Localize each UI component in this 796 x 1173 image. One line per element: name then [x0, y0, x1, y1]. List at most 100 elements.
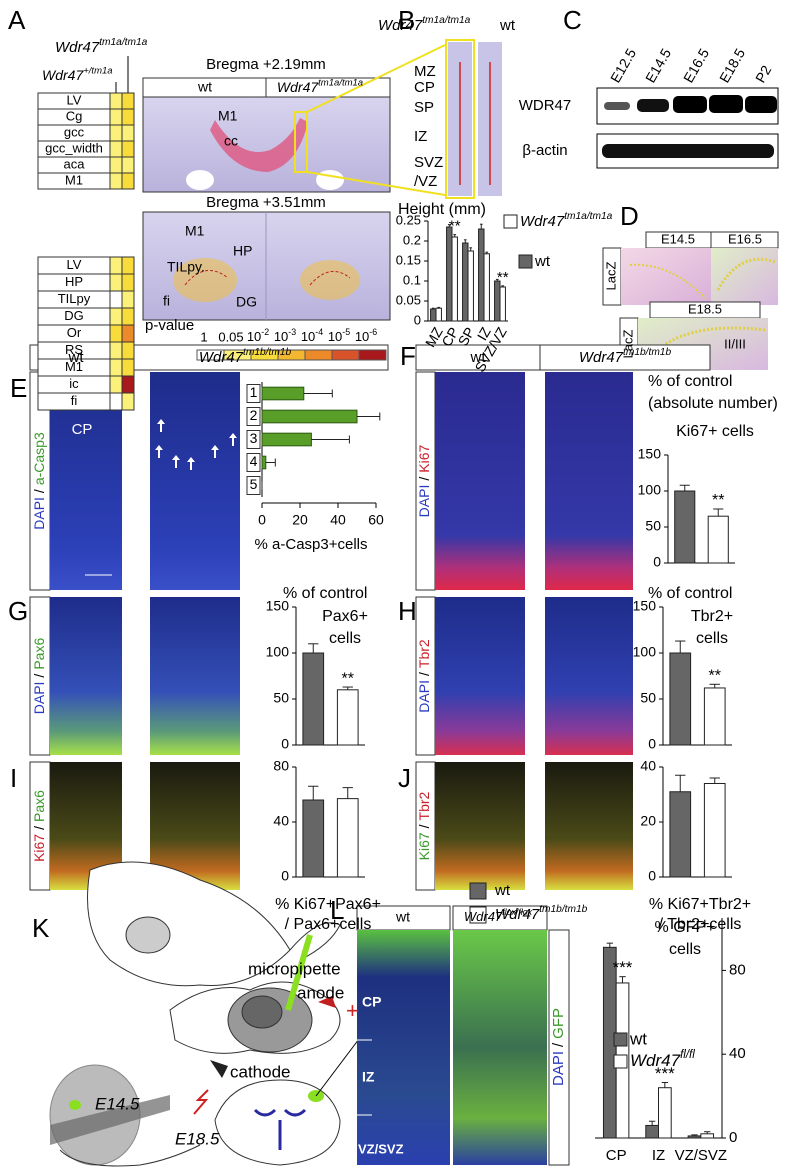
bar [302, 799, 325, 878]
y-tick-label: 40 [640, 758, 656, 774]
region-label: DG [236, 294, 257, 310]
panel-letter: G [8, 596, 28, 626]
y-tick-label: 80 [273, 758, 289, 774]
significance: *** [613, 958, 633, 977]
region-label: CP [362, 994, 381, 1010]
x-axis-label: / Tbr2+cells [659, 916, 742, 933]
panel-letter: A [8, 5, 26, 35]
heat-cell [109, 324, 123, 343]
pulse [193, 1089, 209, 1115]
y-tick-label: 0.2 [403, 232, 421, 247]
y-tick-label: 150 [638, 446, 662, 462]
heat-cell [109, 375, 123, 394]
genotype-label: Wdr47+/tm1a [42, 65, 113, 83]
lacz-panels [602, 231, 779, 371]
panel-letter: H [398, 596, 417, 626]
stain-label: DAPI / Tbr2 [416, 639, 432, 713]
x-axis-label: % a-Casp3+cells [255, 536, 368, 553]
heat-cell [109, 256, 123, 275]
label-superscript: -4 [315, 327, 323, 337]
row-label: Cg [66, 108, 83, 123]
bar [302, 652, 325, 746]
heat-cell [109, 392, 123, 411]
stain-part: DAPI [416, 485, 432, 518]
label-superscript: tm1a/tm1a [422, 15, 470, 26]
heat-cell [109, 307, 123, 326]
stain-part: DAPI [31, 497, 47, 530]
label-superscript: fl/fl [680, 1049, 695, 1061]
bar [703, 687, 726, 746]
heat-cell [109, 341, 123, 360]
bar [336, 798, 359, 878]
row-label: RS [65, 342, 83, 357]
electroporation-diagram [49, 861, 363, 1167]
micrograph [545, 372, 633, 590]
stain-label: Ki67 / Tbr2 [416, 791, 432, 860]
heat-cell [109, 92, 123, 110]
genotype-label: Wdr47flox/flox [464, 907, 533, 924]
layer-label: II/III [724, 336, 746, 351]
uterus [125, 916, 171, 954]
mother-mouse [87, 861, 291, 987]
heat-cell [121, 108, 135, 126]
genotype-label: Wdr47tm1a/tm1a [378, 15, 471, 34]
stain-box [29, 761, 51, 891]
ventricle [186, 170, 214, 190]
stain-part: DAPI [416, 680, 432, 713]
micrograph [50, 597, 122, 755]
panel-letter: B [398, 5, 415, 35]
crop-box [294, 111, 308, 173]
bar [494, 280, 501, 322]
y-tick-label: 0.15 [396, 252, 421, 267]
heat-cell [121, 324, 135, 343]
band [745, 96, 777, 113]
region-label: HP [233, 243, 252, 259]
cathode-electrode [210, 1060, 228, 1078]
lacz-signal [716, 257, 776, 291]
stain-label: DAPI / Pax6 [31, 638, 47, 715]
label-base: 10 [301, 329, 315, 344]
bar [462, 242, 469, 322]
chart-label: % GFP+ [655, 919, 716, 936]
lane-label: P2 [752, 62, 775, 85]
label-base: Wdr47 [277, 79, 319, 95]
chart-title: % of control [648, 585, 732, 602]
section-title: Bregma +2.19mm [206, 56, 326, 73]
genotype-label: Wdr47tm1b/tm1b [579, 347, 672, 366]
heat-cell [121, 156, 135, 174]
heat-cell [109, 124, 123, 142]
bar [467, 250, 474, 322]
hp-highlight [300, 260, 360, 300]
bar [430, 308, 437, 322]
stage-label: E18.5 [688, 301, 722, 316]
label-superscript: -6 [369, 327, 377, 337]
label-base: Wdr47 [42, 67, 84, 83]
scale-label: 10-4 [301, 327, 323, 344]
label-superscript: tm1a/tm1a [564, 211, 612, 222]
y-tick-label: 150 [633, 598, 657, 614]
row-label: ic [69, 376, 79, 391]
label-base: Wdr47 [495, 906, 540, 923]
stain-label: Ki67 / Pax6 [31, 790, 47, 862]
panel-letter: J [398, 763, 411, 793]
bar [451, 236, 458, 322]
heat-cell [109, 358, 123, 377]
heat-cell [121, 290, 135, 309]
category-box [246, 453, 261, 472]
bar [645, 1124, 659, 1139]
genotype-label: wt [395, 909, 410, 925]
x-tick-label: 0 [258, 512, 266, 528]
legend-label: wt [494, 882, 511, 899]
stain-part: GFP [550, 1008, 567, 1039]
scale-label: 0.05 [218, 329, 243, 344]
gfp-spot [69, 1100, 81, 1110]
legend-swatch [518, 254, 533, 269]
region-label: fi [163, 293, 170, 309]
region-label: M1 [185, 223, 205, 239]
stain-part: Pax6 [31, 638, 47, 670]
legend-label: Wdr47tm1b/tm1b [495, 904, 588, 923]
x-tick-label: IZ [652, 1147, 665, 1164]
chart-title: % of control [648, 373, 732, 390]
label-base: 10 [355, 329, 369, 344]
stain-part: Tbr2 [416, 639, 432, 668]
